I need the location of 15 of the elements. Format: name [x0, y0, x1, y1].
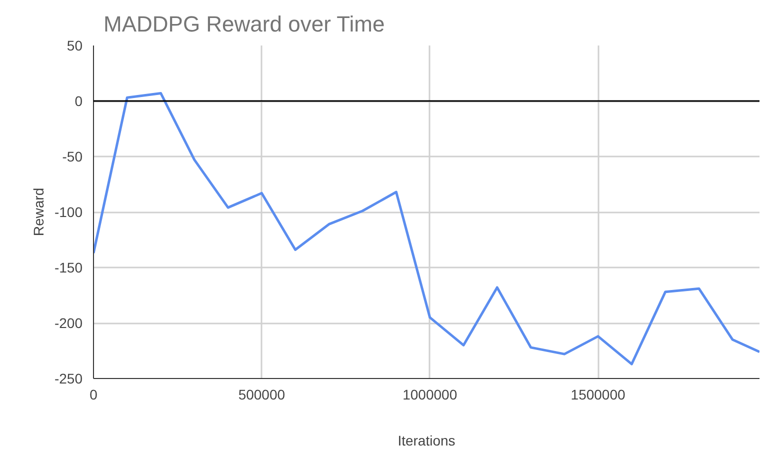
- y-tick-label: 0: [74, 93, 83, 109]
- x-tick-label: 1000000: [402, 386, 458, 402]
- y-tick-label: -150: [54, 260, 83, 276]
- y-tick-label: -50: [62, 148, 83, 164]
- y-tick-label: -100: [54, 204, 83, 220]
- x-tick-label: 0: [90, 386, 98, 402]
- y-axis-title: Reward: [30, 188, 46, 236]
- x-axis-title: Iterations: [398, 432, 456, 448]
- y-tick-label: -250: [54, 370, 83, 386]
- y-tick-label: 50: [66, 38, 83, 54]
- x-tick-label: 1500000: [570, 386, 626, 402]
- line-series: [94, 92, 760, 366]
- x-tick-label: 500000: [238, 386, 286, 402]
- chart-title: MADDPG Reward over Time: [104, 12, 385, 36]
- y-tick-label: -200: [54, 315, 83, 331]
